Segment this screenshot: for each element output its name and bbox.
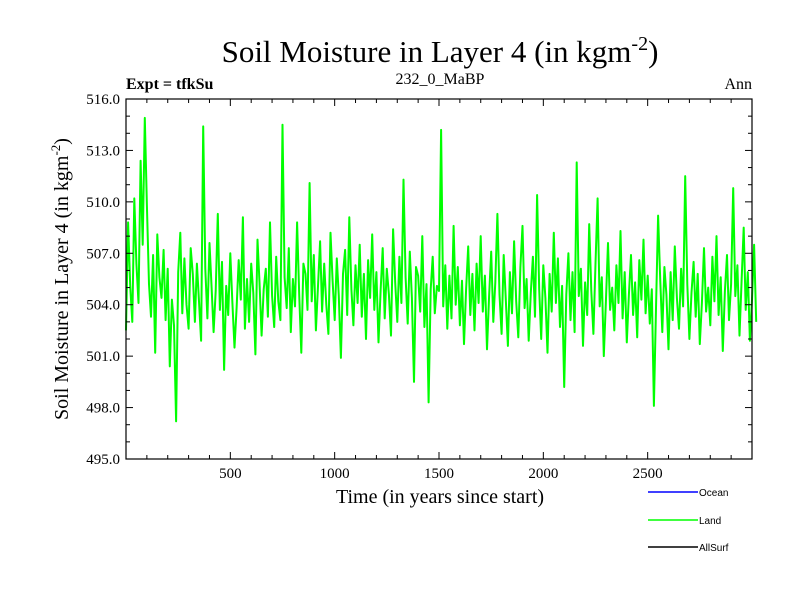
y-tick-label: 501.0 [86,349,120,365]
x-tick-label: 2500 [633,466,663,482]
y-tick-label: 510.0 [86,195,120,211]
chart-title-main: Soil Moisture in Layer 4 (in kgm [222,34,632,69]
x-tick-label: 1000 [320,466,350,482]
y-tick-label: 504.0 [86,298,120,314]
x-axis-label: Time (in years since start) [336,486,544,508]
legend-label-land: Land [699,516,721,527]
x-axis-ticks [146,99,732,459]
legend-label-ocean: Ocean [699,488,728,499]
legend-label-allsurf: AllSurf [699,543,729,554]
experiment-label: Expt = tfkSu [126,76,213,93]
legend: Ocean Land AllSurf [648,488,729,554]
x-axis-tick-labels: 500 1000 1500 2000 2500 [219,466,663,482]
y-axis-tick-labels: 495.0 498.0 501.0 504.0 507.0 510.0 513.… [86,92,120,468]
x-tick-label: 2000 [528,466,558,482]
series-line-land [125,116,758,423]
y-tick-label: 516.0 [86,92,120,108]
y-axis-label-main: Soil Moisture in Layer 4 (in kgm [51,155,73,420]
y-tick-label: 498.0 [86,401,120,417]
y-tick-label: 513.0 [86,143,120,159]
y-tick-label: 507.0 [86,246,120,262]
season-label: Ann [724,76,752,93]
x-tick-label: 1500 [424,466,454,482]
y-axis-ticks [126,115,752,443]
chart-title-superscript: -2 [631,33,648,55]
y-axis-label-superscript: -2 [48,145,63,156]
y-axis-label: Soil Moisture in Layer 4 (in kgm-2) [48,138,73,420]
chart-title-close: ) [648,34,658,69]
x-tick-label: 500 [219,466,242,482]
series-layer [125,116,758,423]
chart-title: Soil Moisture in Layer 4 (in kgm-2) [222,33,659,69]
period-label: 232_0_MaBP [396,71,485,88]
y-axis-label-close: ) [51,138,73,145]
y-tick-label: 495.0 [86,452,120,468]
